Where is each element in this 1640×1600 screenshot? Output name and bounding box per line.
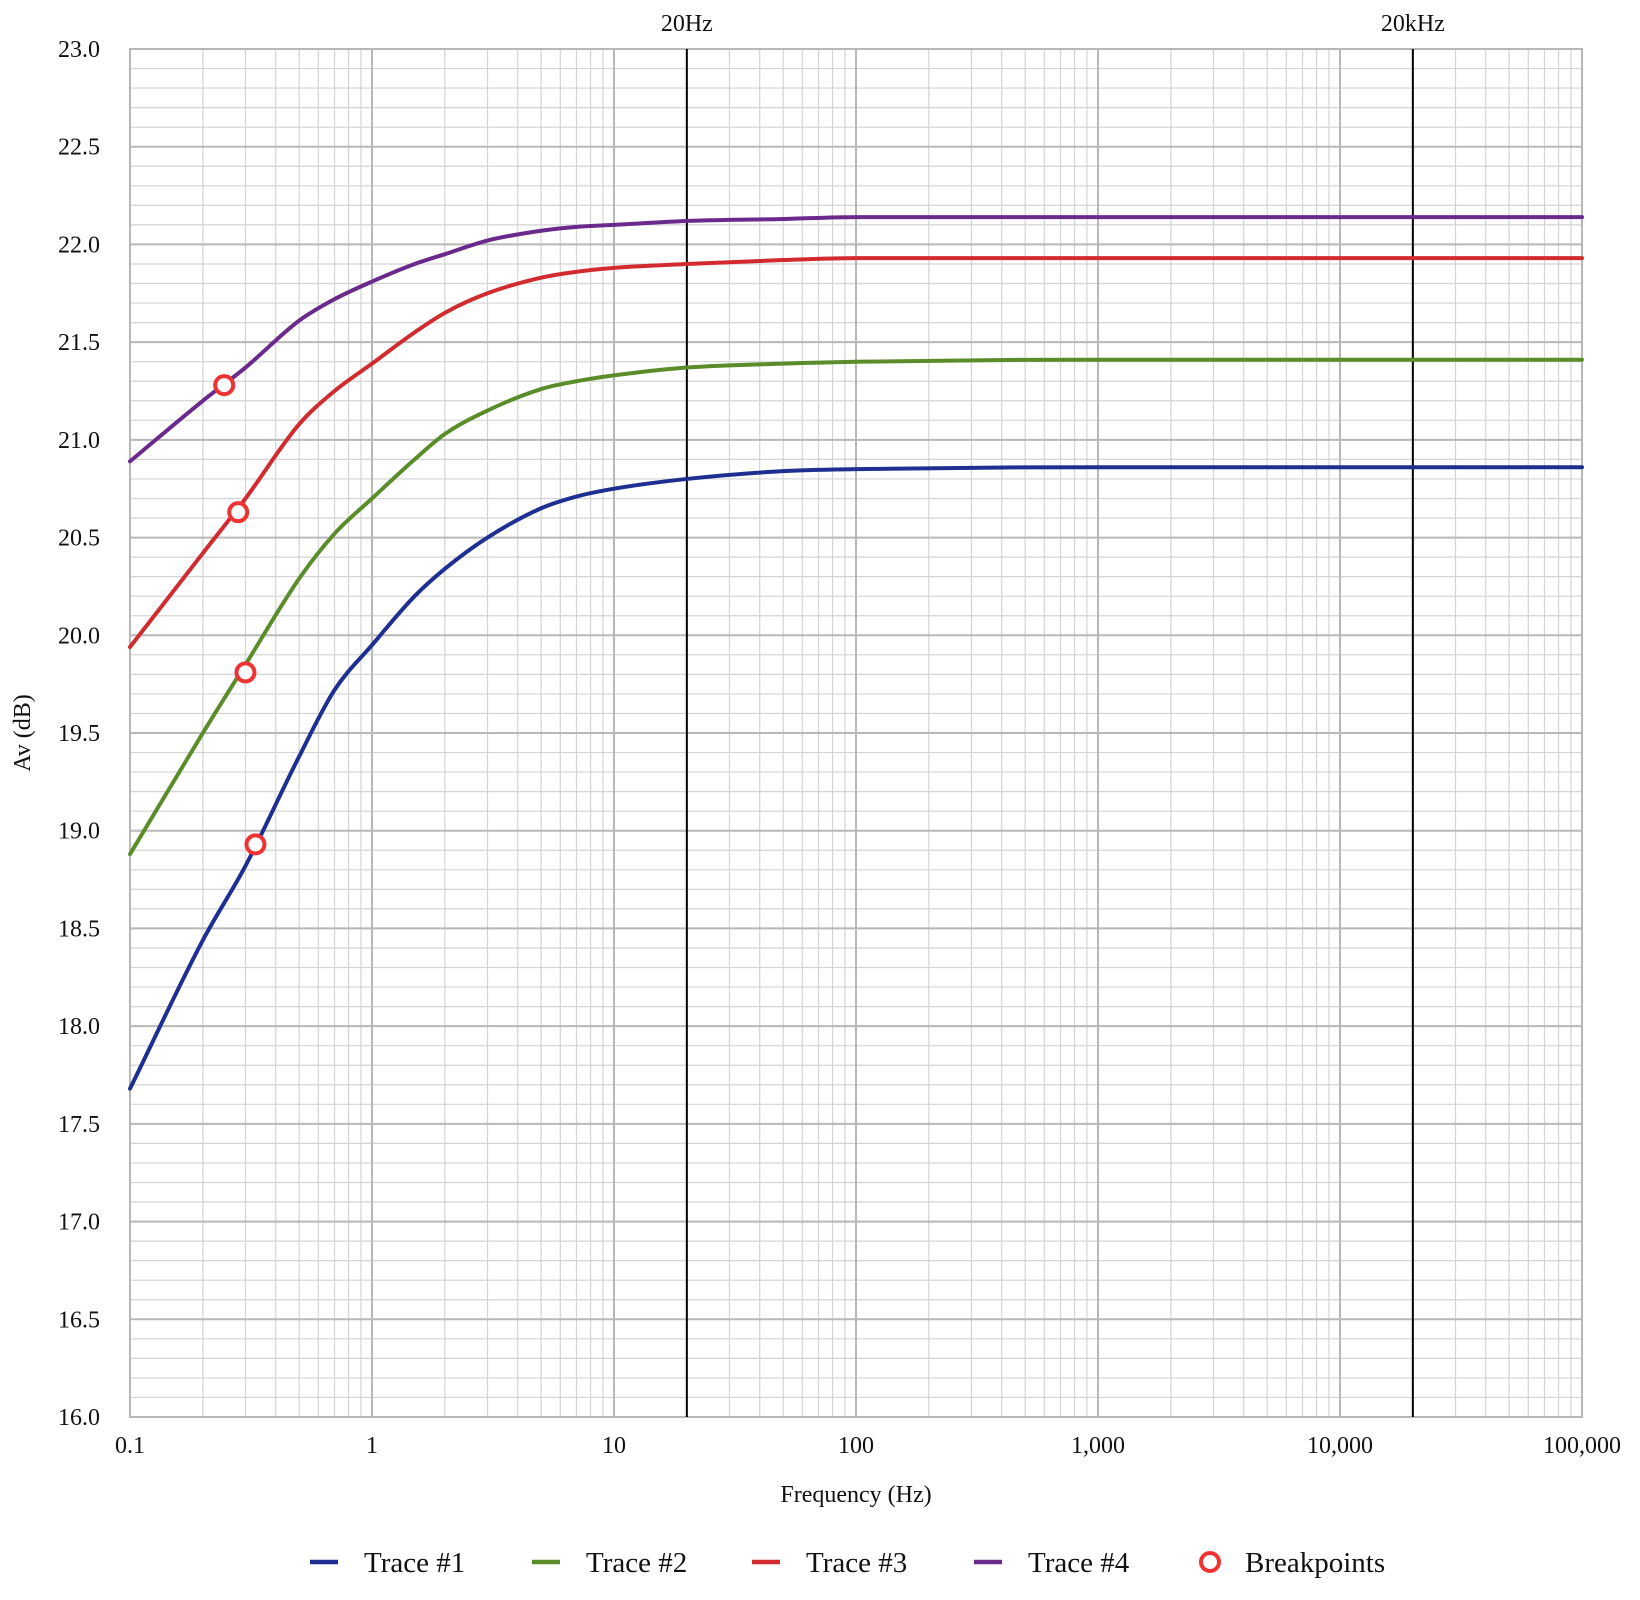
marker-label-2: 20kHz xyxy=(1381,11,1445,37)
legend-label-trace-2: Trace #2 xyxy=(586,1547,687,1579)
x-tick-labels: 0.1 1 10 100 1,000 10,000 100,000 xyxy=(115,1433,1621,1459)
y-tick-label: 21.0 xyxy=(58,428,100,454)
breakpoint-markers xyxy=(213,374,267,856)
y-tick-label: 16.0 xyxy=(58,1405,100,1431)
x-tick-label: 10 xyxy=(602,1433,626,1459)
y-tick-label: 21.5 xyxy=(58,330,100,356)
breakpoint-4 xyxy=(244,833,267,856)
y-tick-labels: 16.0 16.5 17.0 17.5 18.0 18.5 19.0 19.5 20.0 20.5… xyxy=(58,37,100,1431)
breakpoint-1 xyxy=(213,374,236,397)
y-tick-label: 22.0 xyxy=(58,232,100,258)
plot-frame xyxy=(129,48,1583,1418)
y-tick-label: 17.5 xyxy=(58,1112,100,1138)
x-axis-title: Frequency (Hz) xyxy=(780,1482,931,1508)
major-grid xyxy=(129,48,1583,1418)
trace-2-line xyxy=(128,357,1584,857)
y-tick-label: 18.0 xyxy=(58,1014,100,1040)
x-tick-label: 100,000 xyxy=(1543,1433,1621,1459)
y-tick-label: 19.5 xyxy=(58,721,100,747)
y-tick-label: 18.5 xyxy=(58,916,100,942)
legend: Trace #1 Trace #2 Trace #3 Trace #4 Breakpoi… xyxy=(310,1547,1385,1579)
legend-label-trace-3: Trace #3 xyxy=(806,1547,907,1579)
breakpoint-2 xyxy=(227,501,250,524)
vertical-markers: 20Hz 20kHz xyxy=(661,11,1445,1417)
y-tick-label: 19.0 xyxy=(58,819,100,845)
x-tick-label: 0.1 xyxy=(115,1433,145,1459)
breakpoint-3 xyxy=(234,661,257,684)
y-tick-label: 20.0 xyxy=(58,623,100,649)
traces xyxy=(128,215,1584,1091)
y-tick-label: 20.5 xyxy=(58,526,100,552)
legend-label-breakpoints: Breakpoints xyxy=(1245,1547,1385,1579)
trace-3-line xyxy=(128,256,1584,650)
legend-swatch-breakpoints xyxy=(1199,1551,1221,1573)
x-tick-label: 10,000 xyxy=(1307,1433,1373,1459)
x-tick-label: 1,000 xyxy=(1071,1433,1125,1459)
y-tick-label: 16.5 xyxy=(58,1307,100,1333)
trace-1-line xyxy=(128,465,1584,1091)
trace-4-line xyxy=(128,215,1584,464)
legend-label-trace-4: Trace #4 xyxy=(1028,1547,1130,1579)
y-tick-label: 17.0 xyxy=(58,1210,100,1236)
marker-label-1: 20Hz xyxy=(661,11,713,37)
x-tick-label: 100 xyxy=(838,1433,874,1459)
y-tick-label: 22.5 xyxy=(58,135,100,161)
x-tick-label: 1 xyxy=(366,1433,378,1459)
legend-label-trace-1: Trace #1 xyxy=(364,1547,465,1579)
y-tick-label: 23.0 xyxy=(58,37,100,63)
y-axis-title: Av (dB) xyxy=(10,694,36,772)
